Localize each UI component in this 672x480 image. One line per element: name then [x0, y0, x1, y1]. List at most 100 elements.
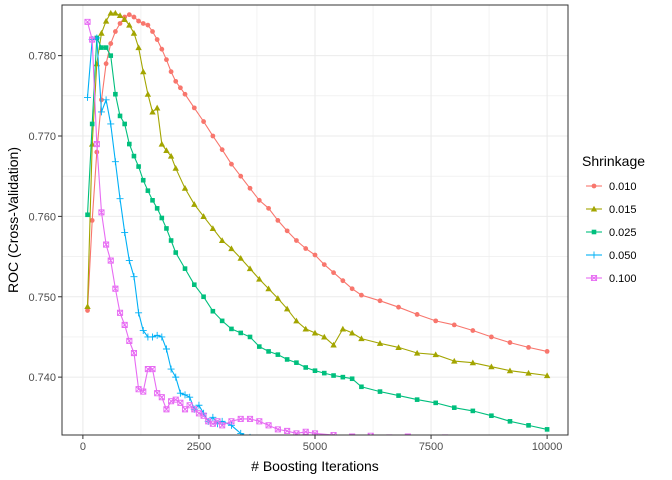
data-point [303, 246, 309, 251]
data-point [414, 397, 420, 402]
data-point [274, 295, 282, 301]
data-point [544, 427, 550, 432]
data-point [293, 430, 300, 435]
data-point [339, 325, 347, 332]
data-point [543, 372, 551, 379]
data-point [340, 374, 346, 380]
data-point [340, 278, 346, 284]
data-point [144, 91, 152, 97]
data-point [176, 389, 184, 397]
data-point [121, 228, 129, 236]
legend-label: 0.010 [609, 181, 637, 193]
data-point [191, 201, 198, 207]
data-point [228, 245, 235, 252]
data-point [162, 345, 170, 353]
data-point [480, 436, 485, 441]
data-point [167, 365, 175, 373]
data-point [265, 422, 272, 429]
data-point [275, 352, 281, 357]
data-point [85, 308, 90, 313]
data-point [284, 441, 291, 448]
series-layer [84, 9, 551, 463]
data-point [294, 238, 299, 243]
data-point [191, 105, 197, 111]
data-point [229, 161, 234, 167]
data-point [153, 331, 161, 339]
data-point [489, 413, 494, 419]
data-point [404, 451, 411, 458]
data-point [116, 309, 124, 316]
data-point [246, 415, 254, 422]
data-point [349, 448, 356, 455]
data-point [256, 344, 262, 349]
data-point [163, 406, 170, 413]
data-point [201, 294, 206, 300]
data-point [441, 452, 448, 459]
data-point [544, 456, 551, 463]
data-point [149, 366, 156, 373]
data-point [139, 327, 147, 335]
data-point [359, 292, 364, 298]
data-point [172, 164, 179, 171]
x-tick-label: 2500 [187, 441, 211, 453]
data-point [303, 365, 309, 370]
data-point [145, 22, 151, 28]
legend-key-marker [590, 251, 598, 259]
data-point [526, 423, 531, 428]
legend-label: 0.015 [609, 204, 637, 216]
data-point [93, 140, 100, 148]
y-tick-label: 0.780 [28, 51, 56, 63]
data-point [167, 152, 175, 159]
data-point [219, 147, 225, 153]
data-point [283, 305, 291, 312]
data-point [136, 164, 141, 169]
data-point [294, 360, 299, 365]
data-point [395, 344, 402, 350]
data-point [117, 113, 123, 119]
data-point [85, 212, 90, 218]
data-point [330, 341, 337, 348]
data-point [168, 238, 174, 243]
data-point [209, 225, 217, 231]
data-point [302, 428, 309, 435]
data-point [237, 415, 244, 422]
data-point [136, 18, 141, 24]
data-point [498, 439, 503, 444]
data-point [238, 173, 244, 179]
data-point [396, 393, 401, 398]
data-point [103, 45, 109, 50]
data-point [274, 440, 281, 447]
data-point [228, 418, 235, 425]
data-point [181, 391, 189, 399]
data-point [219, 422, 226, 429]
data-point [135, 44, 142, 51]
x-axis-title: # Boosting Iterations [251, 458, 379, 474]
x-tick-label: 7500 [419, 441, 443, 453]
data-point [98, 29, 105, 36]
data-point [159, 46, 165, 52]
data-point [312, 252, 318, 258]
data-point [164, 226, 169, 231]
data-point [451, 357, 458, 364]
data-point [461, 437, 466, 442]
data-point [140, 177, 146, 183]
data-point [470, 408, 476, 414]
data-point [293, 442, 300, 449]
data-point [177, 85, 183, 91]
data-point [140, 388, 147, 395]
legend-key-marker [590, 205, 598, 212]
data-point [112, 29, 118, 34]
data-point [238, 330, 244, 336]
data-point [130, 349, 138, 357]
data-point [348, 329, 356, 336]
data-point [331, 270, 336, 276]
data-point [321, 333, 328, 340]
data-point [396, 304, 401, 310]
data-point [349, 286, 355, 292]
data-point [89, 218, 95, 223]
data-point [149, 108, 156, 115]
data-point [209, 413, 217, 421]
data-point [246, 265, 254, 272]
data-point [158, 333, 166, 341]
